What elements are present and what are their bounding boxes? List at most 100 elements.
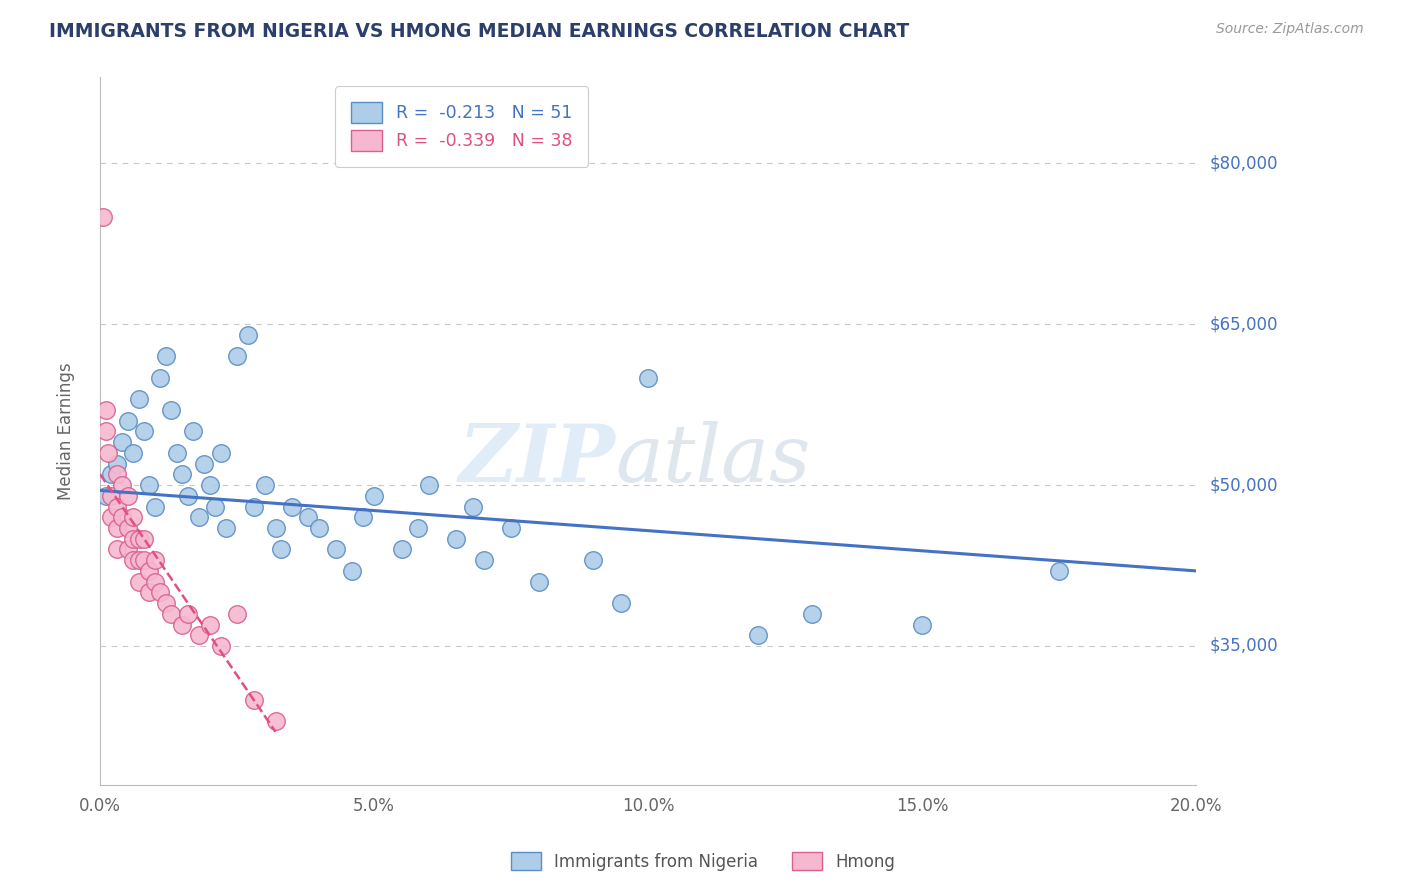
Legend: Immigrants from Nigeria, Hmong: Immigrants from Nigeria, Hmong — [503, 844, 903, 880]
Point — [242, 692, 264, 706]
Point — [94, 403, 117, 417]
Point — [160, 607, 183, 621]
Point — [187, 510, 209, 524]
Point — [105, 521, 128, 535]
Point — [128, 574, 150, 589]
Point — [352, 510, 374, 524]
Point — [198, 617, 221, 632]
Point — [406, 521, 429, 535]
Point — [132, 532, 155, 546]
Text: Source: ZipAtlas.com: Source: ZipAtlas.com — [1216, 22, 1364, 37]
Point — [209, 639, 232, 653]
Point — [138, 585, 160, 599]
Point — [226, 349, 249, 363]
Point — [94, 489, 117, 503]
Point — [105, 542, 128, 557]
Point — [155, 596, 177, 610]
Point — [172, 467, 194, 482]
Point — [446, 532, 468, 546]
Text: $50,000: $50,000 — [1211, 476, 1278, 494]
Point — [132, 553, 155, 567]
Point — [117, 521, 139, 535]
Point — [281, 500, 304, 514]
Point — [143, 574, 166, 589]
Point — [91, 210, 114, 224]
Point — [117, 414, 139, 428]
Point — [97, 446, 120, 460]
Point — [363, 489, 385, 503]
Point — [143, 553, 166, 567]
Point — [461, 500, 484, 514]
Point — [582, 553, 605, 567]
Point — [204, 500, 226, 514]
Text: ZIP: ZIP — [458, 421, 616, 499]
Point — [472, 553, 495, 567]
Point — [226, 607, 249, 621]
Point — [105, 500, 128, 514]
Point — [236, 327, 259, 342]
Text: IMMIGRANTS FROM NIGERIA VS HMONG MEDIAN EARNINGS CORRELATION CHART: IMMIGRANTS FROM NIGERIA VS HMONG MEDIAN … — [49, 22, 910, 41]
Point — [143, 500, 166, 514]
Point — [297, 510, 319, 524]
Point — [801, 607, 824, 621]
Point — [155, 349, 177, 363]
Point — [264, 714, 287, 728]
Point — [111, 435, 134, 450]
Point — [111, 510, 134, 524]
Point — [122, 532, 145, 546]
Point — [172, 617, 194, 632]
Point — [177, 489, 200, 503]
Point — [193, 457, 215, 471]
Text: $65,000: $65,000 — [1211, 315, 1278, 334]
Point — [128, 392, 150, 407]
Point — [128, 532, 150, 546]
Point — [209, 446, 232, 460]
Point — [391, 542, 413, 557]
Point — [105, 457, 128, 471]
Point — [308, 521, 330, 535]
Point — [122, 446, 145, 460]
Text: $80,000: $80,000 — [1211, 154, 1278, 172]
Point — [501, 521, 523, 535]
Text: $35,000: $35,000 — [1211, 637, 1278, 655]
Point — [117, 489, 139, 503]
Point — [149, 585, 172, 599]
Point — [183, 425, 205, 439]
Point — [132, 425, 155, 439]
Point — [166, 446, 188, 460]
Point — [160, 403, 183, 417]
Point — [418, 478, 440, 492]
Point — [527, 574, 550, 589]
Point — [911, 617, 934, 632]
Point — [149, 371, 172, 385]
Point — [117, 542, 139, 557]
Point — [242, 500, 264, 514]
Point — [128, 553, 150, 567]
Point — [138, 478, 160, 492]
Point — [270, 542, 292, 557]
Point — [747, 628, 769, 642]
Text: atlas: atlas — [616, 421, 811, 499]
Point — [637, 371, 659, 385]
Point — [187, 628, 209, 642]
Legend: R =  -0.213   N = 51, R =  -0.339   N = 38: R = -0.213 N = 51, R = -0.339 N = 38 — [336, 87, 588, 167]
Point — [105, 467, 128, 482]
Point — [198, 478, 221, 492]
Point — [609, 596, 631, 610]
Y-axis label: Median Earnings: Median Earnings — [58, 363, 75, 500]
Point — [111, 478, 134, 492]
Point — [342, 564, 364, 578]
Point — [100, 489, 122, 503]
Point — [1047, 564, 1070, 578]
Point — [177, 607, 200, 621]
Point — [253, 478, 276, 492]
Point — [264, 521, 287, 535]
Point — [325, 542, 347, 557]
Point — [138, 564, 160, 578]
Point — [100, 510, 122, 524]
Point — [215, 521, 238, 535]
Point — [122, 553, 145, 567]
Point — [122, 510, 145, 524]
Point — [100, 467, 122, 482]
Point — [94, 425, 117, 439]
